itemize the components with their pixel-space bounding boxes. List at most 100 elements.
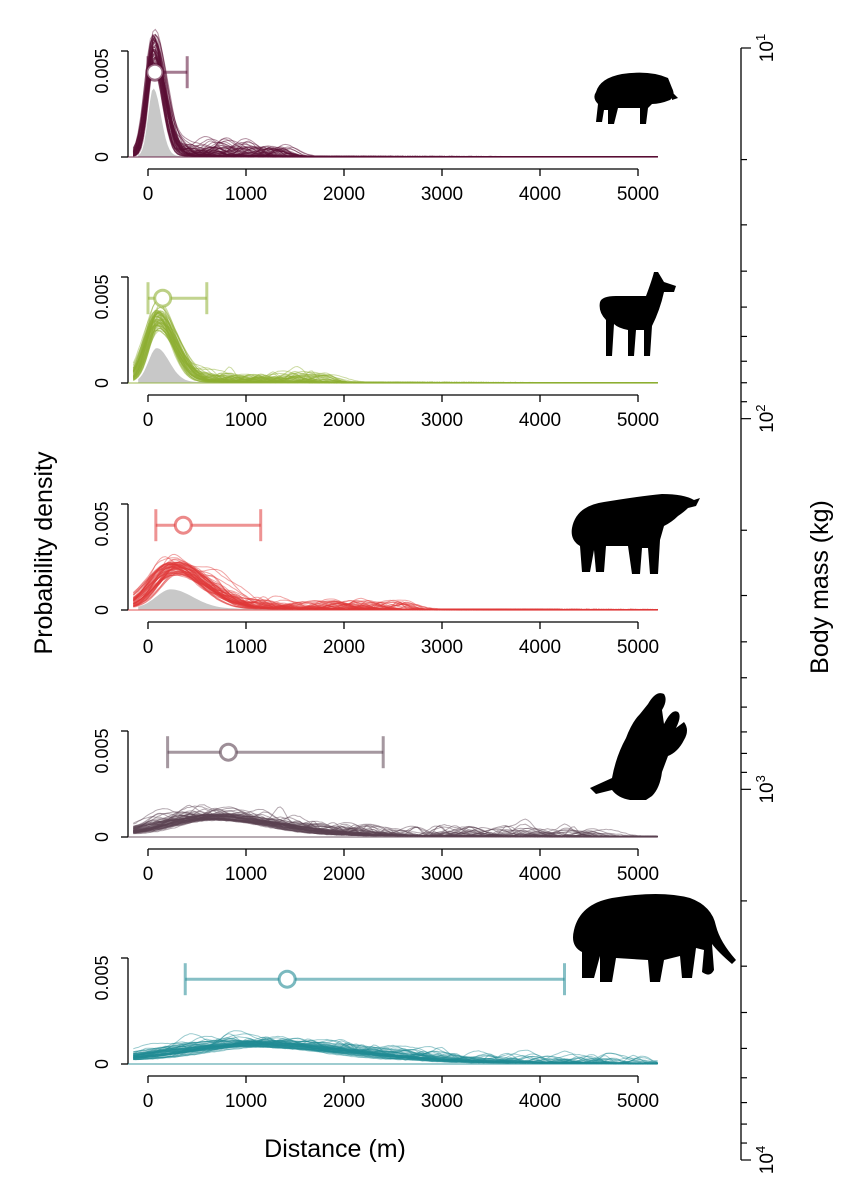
density-curve xyxy=(133,1042,658,1065)
density-curve xyxy=(133,1044,658,1065)
density-curve xyxy=(132,311,658,384)
density-curve xyxy=(133,1038,658,1065)
density-curve xyxy=(133,813,658,838)
density-curve xyxy=(133,815,658,838)
density-curve xyxy=(132,311,658,384)
density-curve xyxy=(132,323,658,384)
x-tick-label: 3000 xyxy=(421,184,463,205)
density-curve xyxy=(132,55,658,158)
x-tick-label: 1000 xyxy=(225,637,267,658)
density-curve xyxy=(133,1039,658,1065)
density-curve xyxy=(132,315,658,384)
density-curve xyxy=(133,1036,658,1065)
density-curve xyxy=(133,810,658,838)
x-tick-label: 1000 xyxy=(225,864,267,885)
density-curve xyxy=(133,1042,658,1065)
density-curve xyxy=(132,299,658,384)
density-curve xyxy=(133,804,658,838)
density-curve xyxy=(133,808,658,838)
density-curve xyxy=(133,818,658,838)
density-curve xyxy=(133,67,658,158)
density-curve xyxy=(133,818,658,838)
density-curve xyxy=(133,69,658,158)
x-tick-label: 4000 xyxy=(519,637,561,658)
density-curve xyxy=(132,310,658,384)
density-curve xyxy=(133,1042,658,1065)
density-curve xyxy=(133,819,658,838)
density-curve xyxy=(133,1045,658,1065)
density-curve xyxy=(133,815,658,838)
density-curve xyxy=(133,1040,658,1065)
density-curve xyxy=(133,1037,658,1065)
x-tick-label: 2000 xyxy=(323,637,365,658)
density-curve xyxy=(133,1033,658,1065)
y-tick-label: 0 xyxy=(92,832,112,842)
x-tick-label: 3000 xyxy=(421,1091,463,1112)
density-curve xyxy=(133,1041,658,1065)
density-curve xyxy=(133,1033,658,1065)
density-curve xyxy=(132,66,658,158)
density-curve xyxy=(133,813,658,838)
density-curve xyxy=(133,1038,658,1065)
y-axis-label: Probability density xyxy=(30,451,58,654)
density-curve xyxy=(133,1040,658,1065)
density-curve xyxy=(132,66,658,158)
x-tick-label: 4000 xyxy=(519,410,561,431)
density-curve xyxy=(133,1037,658,1065)
density-curve xyxy=(132,311,658,384)
density-curve xyxy=(133,56,658,158)
density-curve xyxy=(132,68,658,158)
density-curve xyxy=(133,1044,658,1065)
body-mass-axis: 101 102 103 104 xyxy=(740,34,778,1174)
x-tick-label: 4000 xyxy=(519,184,561,205)
density-curve xyxy=(133,1044,658,1065)
x-tick-label: 1000 xyxy=(225,1091,267,1112)
density-curves xyxy=(132,553,658,611)
density-curve xyxy=(132,306,658,384)
density-curve xyxy=(132,309,658,384)
density-curves xyxy=(133,1030,658,1065)
density-curve xyxy=(133,1030,658,1065)
panel-peccary: 0 0.005 0 1000 2000 3000 4000 5000 xyxy=(92,28,659,205)
x-tick-label: 3000 xyxy=(421,637,463,658)
llama-silhouette xyxy=(599,272,676,356)
x-tick-label: 0 xyxy=(143,184,154,205)
density-curve xyxy=(133,818,658,838)
x-tick-label: 5000 xyxy=(617,637,659,658)
density-curve xyxy=(133,806,658,838)
density-curve xyxy=(133,56,658,158)
density-curve xyxy=(133,1039,658,1065)
density-curve xyxy=(132,56,658,158)
density-curve xyxy=(133,815,658,838)
density-curve xyxy=(132,41,658,158)
density-curve xyxy=(133,808,658,838)
density-curve xyxy=(132,56,658,158)
density-curve xyxy=(133,811,658,838)
panel-llama: 0 0.005 0 1000 2000 3000 4000 5000 xyxy=(92,274,659,431)
density-curve xyxy=(133,1036,658,1065)
density-curve xyxy=(133,814,658,838)
x-tick-label: 5000 xyxy=(617,184,659,205)
density-curve xyxy=(133,1043,658,1065)
density-curve xyxy=(133,804,658,838)
panel-gomphothere: 0 0.005 0 1000 2000 3000 4000 5000 xyxy=(92,955,659,1112)
density-curve xyxy=(132,310,658,384)
density-curve xyxy=(132,310,658,384)
density-curve xyxy=(132,306,658,384)
density-curve xyxy=(133,1044,658,1065)
body-mass-tick-label: 102 xyxy=(753,404,778,432)
density-curve xyxy=(133,1039,658,1065)
density-curve xyxy=(133,1040,658,1065)
density-curve xyxy=(133,317,658,384)
density-curve xyxy=(133,805,658,838)
density-curve xyxy=(133,1036,658,1065)
density-curve xyxy=(133,813,658,838)
body-mass-tick-label: 103 xyxy=(753,775,778,803)
density-curve xyxy=(133,1043,658,1065)
density-curve xyxy=(133,1033,658,1065)
panels: 0 0.005 0 1000 2000 3000 4000 5000 0 0.005 0 1000 20… xyxy=(92,28,659,1112)
density-curve xyxy=(132,314,658,384)
x-tick-label: 1000 xyxy=(225,410,267,431)
density-curve xyxy=(133,818,658,838)
